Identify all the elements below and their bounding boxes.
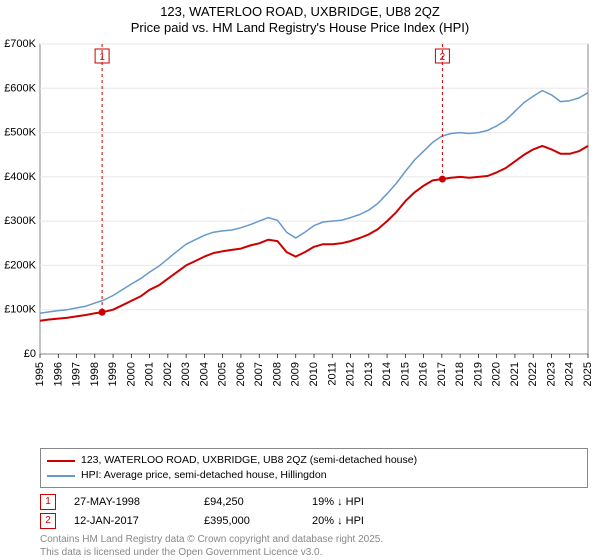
svg-text:1995: 1995	[34, 362, 46, 386]
svg-text:2005: 2005	[217, 362, 229, 386]
svg-text:2018: 2018	[454, 362, 466, 386]
info-pct: 19% ↓ HPI	[312, 496, 412, 508]
legend-box: 123, WATERLOO ROAD, UXBRIDGE, UB8 2QZ (s…	[40, 448, 588, 488]
svg-text:1: 1	[99, 52, 105, 63]
info-price: £94,250	[204, 496, 294, 508]
info-marker: 2	[40, 513, 56, 529]
legend-and-info: 123, WATERLOO ROAD, UXBRIDGE, UB8 2QZ (s…	[40, 448, 588, 559]
svg-text:2004: 2004	[198, 362, 210, 386]
svg-text:2006: 2006	[235, 362, 247, 386]
svg-text:£500K: £500K	[4, 127, 36, 139]
footnote-line-1: Contains HM Land Registry data © Crown c…	[40, 534, 383, 545]
svg-text:1996: 1996	[52, 362, 64, 386]
svg-text:2000: 2000	[125, 362, 137, 386]
svg-text:£600K: £600K	[4, 82, 36, 94]
title-line-1: 123, WATERLOO ROAD, UXBRIDGE, UB8 2QZ	[0, 4, 600, 20]
legend-swatch	[47, 475, 75, 477]
svg-text:£300K: £300K	[4, 215, 36, 227]
legend-label: HPI: Average price, semi-detached house,…	[81, 468, 327, 483]
legend-swatch	[47, 460, 75, 462]
svg-text:2016: 2016	[418, 362, 430, 386]
chart-svg: £0£100K£200K£300K£400K£500K£600K£700K199…	[40, 44, 588, 404]
svg-text:2021: 2021	[509, 362, 521, 386]
svg-text:2014: 2014	[381, 362, 393, 386]
svg-text:2: 2	[440, 52, 446, 63]
svg-text:1997: 1997	[71, 362, 83, 386]
svg-text:2011: 2011	[326, 362, 338, 386]
info-row: 1 27-MAY-1998 £94,250 19% ↓ HPI	[40, 494, 588, 510]
title-line-2: Price paid vs. HM Land Registry's House …	[0, 20, 600, 36]
svg-text:2013: 2013	[363, 362, 375, 386]
footnote-line-2: This data is licensed under the Open Gov…	[40, 547, 322, 558]
info-row: 2 12-JAN-2017 £395,000 20% ↓ HPI	[40, 513, 588, 529]
svg-text:1999: 1999	[107, 362, 119, 386]
svg-text:2009: 2009	[290, 362, 302, 386]
info-date: 27-MAY-1998	[74, 496, 186, 508]
legend-row: 123, WATERLOO ROAD, UXBRIDGE, UB8 2QZ (s…	[47, 453, 581, 468]
svg-text:2001: 2001	[144, 362, 156, 386]
svg-text:£100K: £100K	[4, 304, 36, 316]
chart-container: 123, WATERLOO ROAD, UXBRIDGE, UB8 2QZ Pr…	[0, 0, 600, 560]
info-pct: 20% ↓ HPI	[312, 515, 412, 527]
info-price: £395,000	[204, 515, 294, 527]
svg-text:£0: £0	[24, 348, 36, 360]
title-block: 123, WATERLOO ROAD, UXBRIDGE, UB8 2QZ Pr…	[0, 0, 600, 37]
svg-text:2020: 2020	[491, 362, 503, 386]
legend-label: 123, WATERLOO ROAD, UXBRIDGE, UB8 2QZ (s…	[81, 453, 417, 468]
info-marker: 1	[40, 494, 56, 510]
svg-text:£700K: £700K	[4, 38, 36, 50]
svg-text:2015: 2015	[399, 362, 411, 386]
svg-text:2012: 2012	[345, 362, 357, 386]
svg-text:2022: 2022	[527, 362, 539, 386]
svg-text:2024: 2024	[564, 362, 576, 386]
footnote: Contains HM Land Registry data © Crown c…	[40, 533, 588, 559]
svg-text:£200K: £200K	[4, 259, 36, 271]
svg-text:2025: 2025	[582, 362, 594, 386]
svg-text:2023: 2023	[545, 362, 557, 386]
svg-text:2008: 2008	[271, 362, 283, 386]
info-table: 1 27-MAY-1998 £94,250 19% ↓ HPI 2 12-JAN-2017…	[40, 494, 588, 529]
chart-plot-area: £0£100K£200K£300K£400K£500K£600K£700K199…	[40, 44, 588, 404]
legend-row: HPI: Average price, semi-detached house,…	[47, 468, 581, 483]
svg-text:2002: 2002	[162, 362, 174, 386]
svg-text:2010: 2010	[308, 362, 320, 386]
svg-text:1998: 1998	[89, 362, 101, 386]
info-date: 12-JAN-2017	[74, 515, 186, 527]
svg-text:2019: 2019	[472, 362, 484, 386]
svg-text:£400K: £400K	[4, 171, 36, 183]
svg-text:2007: 2007	[253, 362, 265, 386]
svg-text:2003: 2003	[180, 362, 192, 386]
svg-text:2017: 2017	[436, 362, 448, 386]
